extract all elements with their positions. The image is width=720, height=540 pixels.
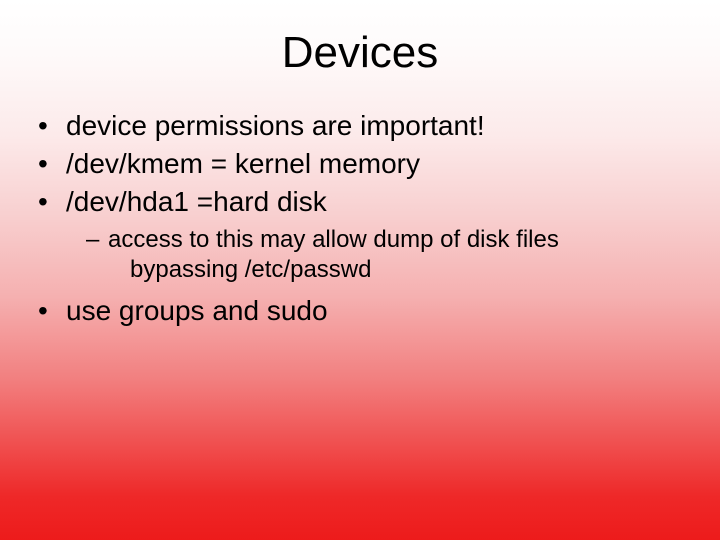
sub-bullet-text-line2: bypassing /etc/passwd (108, 255, 690, 285)
sub-bullet-text-line1: access to this may allow dump of disk fi… (108, 226, 559, 253)
bullet-text: use groups and sudo (66, 295, 328, 326)
bullet-list: device permissions are important! /dev/k… (30, 108, 690, 329)
sub-bullet-item: access to this may allow dump of disk fi… (86, 225, 690, 285)
bullet-item: /dev/hda1 =hard disk access to this may … (38, 184, 690, 286)
bullet-text: /dev/kmem = kernel memory (66, 148, 420, 179)
bullet-item: /dev/kmem = kernel memory (38, 146, 690, 182)
slide: Devices device permissions are important… (0, 0, 720, 540)
slide-title: Devices (30, 20, 690, 78)
bullet-item: device permissions are important! (38, 108, 690, 144)
bullet-text: /dev/hda1 =hard disk (66, 186, 327, 217)
bullet-text: device permissions are important! (66, 110, 485, 141)
bullet-item: use groups and sudo (38, 293, 690, 329)
sub-bullet-list: access to this may allow dump of disk fi… (66, 225, 690, 285)
